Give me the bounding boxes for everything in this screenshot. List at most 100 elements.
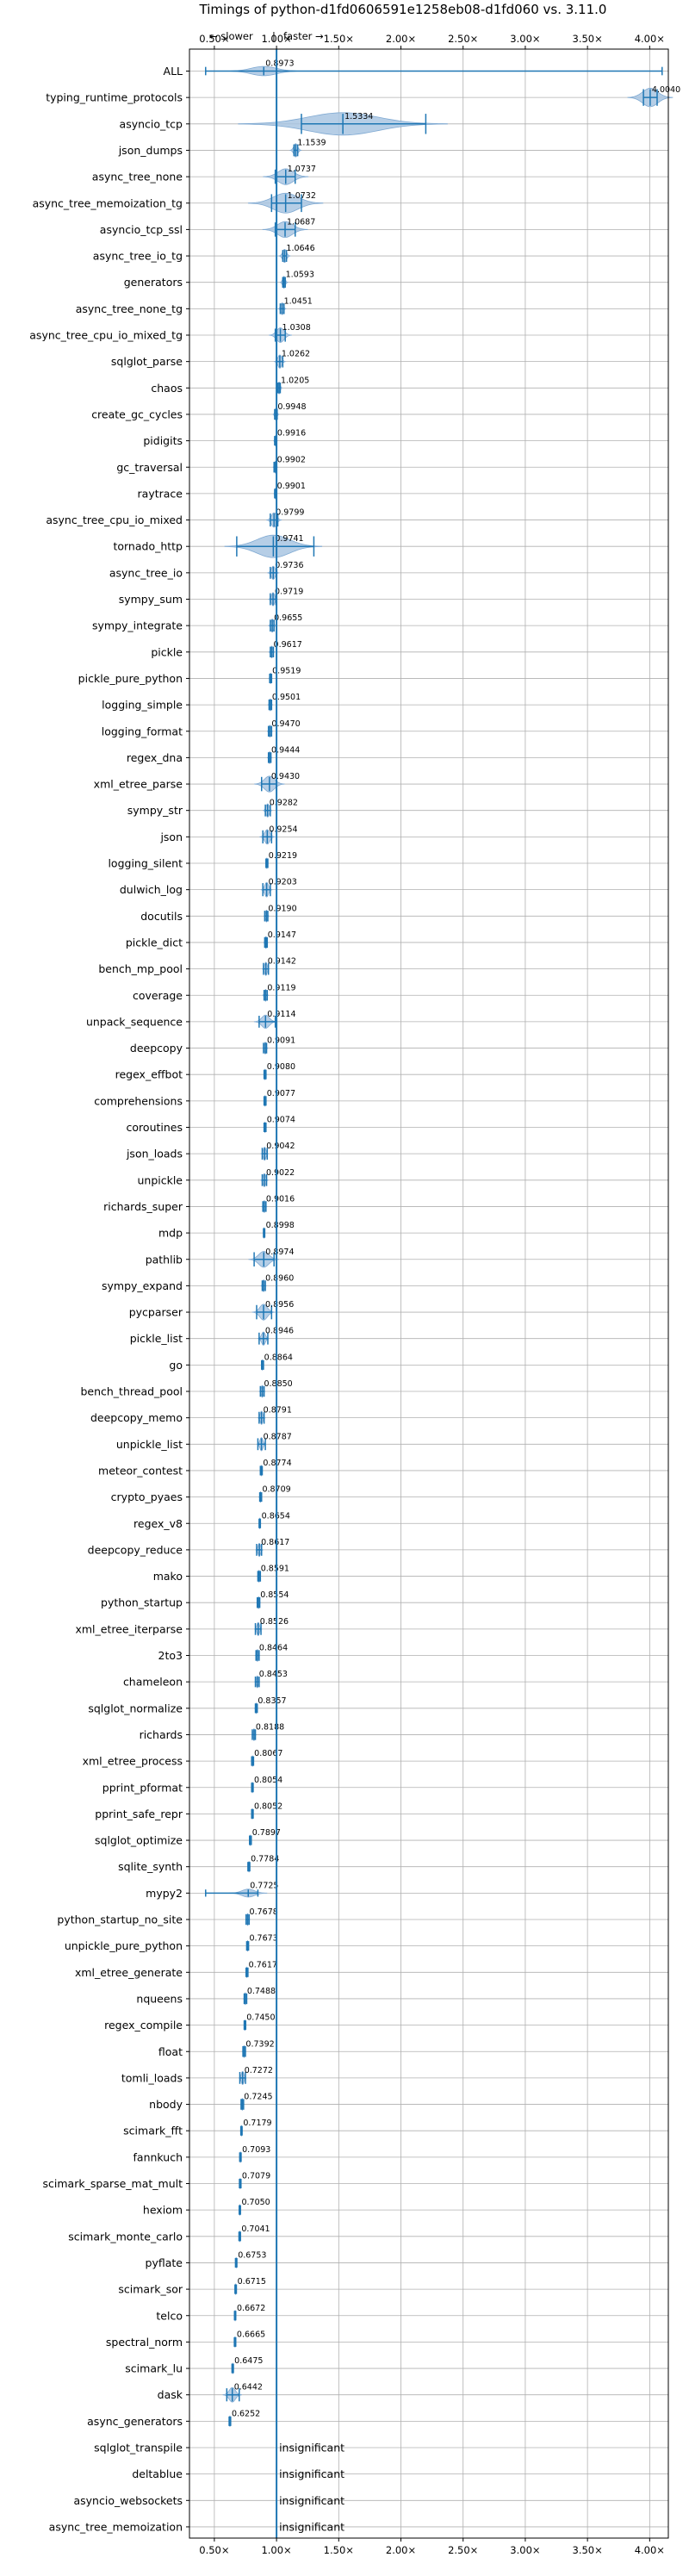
benchmark-label: tornado_http — [113, 540, 183, 553]
benchmark-label: nqueens — [136, 1992, 183, 2005]
benchmark-label: richards — [140, 1728, 183, 1741]
x-tick-label-top: 2.00× — [386, 33, 416, 45]
benchmark-label: logging_simple — [102, 699, 183, 712]
value-label: 0.9617 — [274, 640, 302, 650]
value-label: 0.7725 — [250, 1881, 278, 1890]
benchmark-label: async_tree_none — [92, 171, 183, 184]
benchmark-label: meteor_contest — [98, 1464, 183, 1477]
benchmark-label: async_tree_none_tg — [76, 302, 183, 315]
benchmark-label: coroutines — [127, 1121, 183, 1134]
value-label: 0.7245 — [244, 2093, 272, 2102]
value-label: 0.7897 — [252, 1828, 281, 1838]
value-label: 0.9799 — [276, 508, 304, 518]
benchmark-label: pickle_list — [130, 1332, 183, 1345]
benchmark-label: xml_etree_parse — [94, 778, 183, 791]
benchmark-label: generators — [124, 276, 183, 289]
value-label: 0.8464 — [259, 1644, 288, 1653]
value-label: 0.7673 — [249, 1934, 277, 1944]
benchmark-label: regex_effbot — [115, 1068, 183, 1081]
benchmark-label: mypy2 — [146, 1887, 183, 1900]
value-label: 1.0732 — [288, 191, 316, 201]
grid-lines — [189, 49, 668, 2538]
value-label: 1.0262 — [282, 350, 310, 359]
benchmark-label: spectral_norm — [106, 2336, 183, 2349]
benchmark-label: async_generators — [87, 2415, 183, 2428]
benchmark-label: logging_format — [102, 725, 183, 737]
value-label: 0.9655 — [274, 613, 302, 623]
value-label: 0.8956 — [265, 1300, 294, 1310]
value-label: 0.8453 — [259, 1670, 288, 1679]
value-label: 0.9444 — [271, 745, 300, 755]
value-label: 0.9114 — [267, 1010, 295, 1019]
insignificant-label: insignificant — [279, 2494, 344, 2507]
value-label: 0.7678 — [250, 1907, 278, 1917]
value-label: 0.7450 — [246, 2013, 275, 2023]
benchmark-label: unpickle_list — [116, 1438, 183, 1451]
value-label: 0.9470 — [271, 719, 300, 729]
x-tick-label-top: 3.00× — [510, 33, 540, 45]
value-label: 1.0687 — [287, 217, 315, 227]
value-label: 0.9119 — [267, 983, 295, 992]
benchmark-label: bench_thread_pool — [80, 1385, 183, 1398]
value-label: 0.6475 — [234, 2356, 263, 2366]
value-label: 0.9430 — [271, 772, 300, 781]
value-label: 0.9519 — [272, 666, 301, 675]
slower-label: ← slower — [209, 30, 253, 42]
value-label: 0.7617 — [249, 1960, 277, 1969]
benchmark-label: deltablue — [132, 2467, 183, 2480]
benchmark-label: scimark_sparse_mat_mult — [43, 2177, 183, 2190]
value-label: 0.9736 — [275, 561, 303, 570]
value-label: 0.6252 — [232, 2409, 260, 2418]
value-label: 0.8973 — [265, 59, 294, 69]
benchmark-label: dulwich_log — [120, 883, 183, 896]
benchmark-label: sympy_str — [127, 804, 183, 817]
x-tick-label-top: 4.00× — [635, 33, 665, 45]
benchmark-label: sqlite_synth — [118, 1860, 183, 1873]
benchmark-label: chameleon — [123, 1676, 183, 1689]
value-label: 0.9042 — [266, 1142, 295, 1151]
benchmark-label: pprint_safe_repr — [95, 1808, 183, 1820]
benchmark-label: comprehensions — [94, 1094, 183, 1107]
benchmark-label: json_dumps — [118, 144, 183, 157]
benchmark-label: typing_runtime_protocols — [46, 91, 183, 104]
value-label: 1.0205 — [281, 376, 309, 385]
benchmark-label: sympy_expand — [102, 1279, 183, 1292]
value-label: 0.7392 — [245, 2039, 274, 2049]
value-label: 0.7488 — [247, 1987, 276, 1996]
benchmark-label: json_loads — [126, 1148, 183, 1160]
benchmark-label: float — [158, 2045, 183, 2058]
x-tick-label-top: 1.50× — [324, 33, 354, 45]
benchmark-label: scimark_monte_carlo — [68, 2230, 183, 2243]
value-label: 0.8791 — [264, 1406, 292, 1416]
benchmark-label: unpickle_pure_python — [65, 1939, 183, 1952]
benchmark-label: sqlglot_parse — [111, 355, 183, 368]
benchmark-label: 2to3 — [158, 1649, 183, 1662]
value-label: 4.0040 — [652, 85, 680, 95]
value-label: 0.9719 — [275, 588, 303, 597]
value-label: 0.9916 — [277, 429, 306, 439]
benchmark-label: nbody — [149, 2098, 183, 2111]
benchmark-label: xml_etree_generate — [75, 1966, 183, 1979]
value-label: 0.8960 — [265, 1273, 294, 1283]
benchmark-label: pathlib — [146, 1253, 183, 1266]
benchmark-label: python_startup_no_site — [57, 1913, 183, 1926]
benchmark-label: chaos — [151, 382, 183, 395]
benchmark-label: telco — [156, 2309, 183, 2322]
value-label: 0.9074 — [267, 1116, 295, 1125]
axes: 0.50× 0.50× 1.00× 1.00× 1.50× 1.50× 2.00× 2.00×… — [29, 33, 665, 2556]
plot-frame — [189, 48, 669, 2539]
benchmark-label: python_startup — [101, 1596, 183, 1609]
benchmark-label: sqlglot_transpile — [94, 2442, 183, 2455]
direction-separator: | — [272, 30, 276, 42]
value-label: 0.9219 — [269, 851, 297, 861]
value-label: 0.7050 — [241, 2198, 270, 2207]
x-tick-label-bottom: 3.50× — [573, 2544, 603, 2556]
benchmark-label: xml_etree_iterparse — [75, 1622, 183, 1635]
benchmark-label: unpickle — [137, 1173, 183, 1186]
benchmark-label: sqlglot_optimize — [95, 1834, 183, 1847]
value-label: 0.9901 — [277, 482, 306, 491]
benchmark-label: go — [169, 1359, 183, 1372]
value-label: 0.9091 — [267, 1036, 295, 1046]
value-label: 0.9203 — [269, 878, 297, 887]
value-label: 1.0737 — [288, 165, 316, 174]
